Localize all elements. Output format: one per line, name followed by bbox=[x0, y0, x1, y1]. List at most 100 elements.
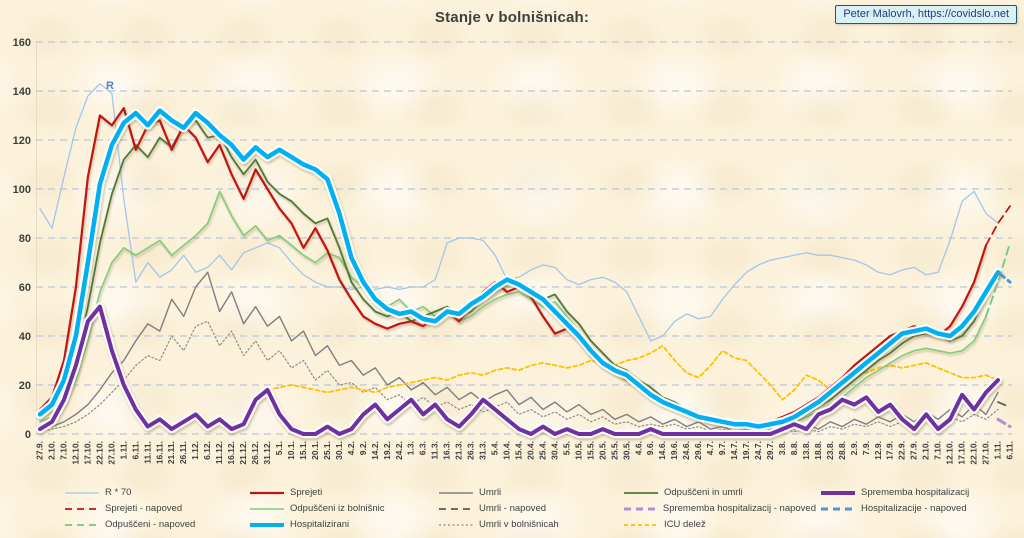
series-umrli-v-bolni-nicah bbox=[39, 320, 999, 433]
legend-item-hospitalizirani: Hospitalizirani bbox=[249, 518, 434, 531]
x-tick-label: 17.10. bbox=[957, 441, 967, 465]
legend-label: Sprememba hospitalizacij bbox=[861, 487, 970, 498]
x-tick-label: 18.8. bbox=[813, 441, 823, 460]
y-tick-label: 40 bbox=[19, 331, 31, 343]
series-sprememba-hospitalizacij-napoved bbox=[996, 417, 1012, 429]
x-tick-label: 22.10. bbox=[969, 441, 979, 465]
legend-label: Odpuščeni in umrli bbox=[664, 487, 743, 498]
legend-marker bbox=[439, 491, 473, 494]
legend-item-umrli-v-bolni-nicah: Umrli v bolnišnicah bbox=[438, 518, 619, 531]
legend-label: ICU delež bbox=[664, 519, 706, 530]
x-tick-label: 11.11. bbox=[142, 441, 152, 464]
x-tick-label: 4.6. bbox=[633, 441, 643, 455]
x-tick-label: 19.6. bbox=[669, 441, 679, 460]
x-tick-label: 10.5. bbox=[573, 441, 583, 460]
grid-lines bbox=[36, 41, 1012, 435]
legend-label: Hospitalizacije - napoved bbox=[861, 503, 967, 514]
r-line-annotation: R bbox=[106, 80, 114, 92]
x-tick-label: 17.10. bbox=[82, 441, 92, 465]
legend-marker bbox=[65, 523, 99, 526]
series-hospitalizacije-napoved bbox=[996, 270, 1012, 284]
x-tick-label: 21.3. bbox=[454, 441, 464, 460]
legend-marker bbox=[65, 507, 99, 510]
x-tick-label: 7.10. bbox=[933, 441, 943, 460]
x-tick-label: 8.8. bbox=[789, 441, 799, 455]
x-tick-label: 11.12. bbox=[214, 441, 224, 464]
legend-item-umrli: Umrli bbox=[438, 486, 619, 499]
y-tick-label: 160 bbox=[13, 37, 31, 49]
legend-item-sprememba-hospitalizacij: Sprememba hospitalizacij bbox=[820, 486, 1016, 499]
legend-label: Umrli - napoved bbox=[479, 503, 547, 514]
x-tick-label: 6.11. bbox=[1005, 441, 1015, 459]
x-tick-label: 17.9. bbox=[885, 441, 895, 460]
x-tick-label: 26.12. bbox=[250, 441, 260, 465]
legend-label: Sprememba hospitalizacij - napoved bbox=[662, 503, 816, 514]
legend-marker bbox=[821, 507, 855, 510]
legend-label: Odpuščeni iz bolnišnic bbox=[290, 503, 385, 514]
series-icu-dele bbox=[266, 344, 999, 401]
x-tick-label: 6.12. bbox=[202, 441, 212, 460]
x-tick-label: 14.6. bbox=[657, 441, 667, 460]
legend-label: Sprejeti - napoved bbox=[105, 503, 183, 514]
x-tick-label: 19.2. bbox=[382, 441, 392, 460]
legend-label: Sprejeti bbox=[290, 487, 323, 498]
x-tick-label: 2.9. bbox=[849, 441, 859, 455]
x-tick-label: 4.2. bbox=[346, 441, 356, 455]
legend-marker bbox=[439, 507, 473, 510]
x-tick-label: 3.8. bbox=[777, 441, 787, 455]
x-tick-label: 25.4. bbox=[537, 441, 547, 460]
legend-label: Umrli v bolnišnicah bbox=[479, 519, 559, 530]
series-odpu-eni-napoved bbox=[985, 242, 1011, 318]
x-tick-label: 4.7. bbox=[705, 441, 715, 455]
legend-item-umrli-napoved: Umrli - napoved bbox=[438, 502, 619, 515]
x-tick-label: 25.1. bbox=[322, 441, 332, 460]
x-tick-label: 31.3. bbox=[478, 441, 488, 460]
y-tick-label: 120 bbox=[13, 135, 31, 147]
legend-marker bbox=[624, 491, 658, 494]
x-tick-label: 9.6. bbox=[645, 441, 655, 455]
x-tick-label: 25.5. bbox=[609, 441, 619, 460]
x-tick-label: 20.1. bbox=[310, 441, 320, 460]
x-tick-label: 24.2. bbox=[394, 441, 404, 460]
x-tick-label: 6.11. bbox=[130, 441, 140, 459]
legend-label: Odpuščeni - napoved bbox=[105, 519, 196, 530]
x-tick-label: 26.3. bbox=[466, 441, 476, 460]
x-tick-label: 12.10. bbox=[945, 441, 955, 465]
x-tick-label: 15.1. bbox=[298, 441, 308, 460]
x-tick-label: 16.11. bbox=[154, 441, 164, 464]
y-tick-label: 20 bbox=[19, 380, 31, 392]
attribution-badge: Peter Malovrh, https://covidslo.net bbox=[835, 5, 1017, 24]
legend-marker bbox=[821, 490, 855, 495]
x-tick-label: 29.7. bbox=[765, 441, 775, 460]
legend-label: R * 70 bbox=[105, 487, 132, 498]
x-tick-label: 27.10. bbox=[106, 441, 116, 465]
legend-marker bbox=[250, 491, 284, 494]
x-tick-label: 27.10. bbox=[981, 441, 991, 465]
x-tick-label: 30.5. bbox=[621, 441, 631, 460]
x-tick-label: 10.1. bbox=[286, 441, 296, 460]
x-tick-label: 22.9. bbox=[897, 441, 907, 460]
legend-marker bbox=[624, 523, 658, 526]
legend-item-odpu-eni-napoved: Odpuščeni - napoved bbox=[64, 518, 245, 531]
series-sprejeti-napoved bbox=[985, 205, 1011, 247]
x-tick-label: 5.4. bbox=[490, 441, 500, 455]
x-tick-label: 15.4. bbox=[514, 441, 524, 460]
x-tick-label: 1.11. bbox=[118, 441, 128, 459]
y-tick-label: 60 bbox=[19, 282, 31, 294]
x-tick-label: 6.3. bbox=[418, 441, 428, 455]
y-tick-label: 80 bbox=[19, 233, 31, 245]
x-tick-label: 21.11. bbox=[166, 441, 176, 464]
x-tick-label: 10.4. bbox=[502, 441, 512, 460]
series-umrli-napoved bbox=[997, 401, 1011, 408]
x-tick-label: 29.6. bbox=[693, 441, 703, 460]
x-tick-label: 11.3. bbox=[430, 441, 440, 459]
series-umrli bbox=[39, 271, 999, 433]
x-tick-label: 12.9. bbox=[873, 441, 883, 460]
legend-marker bbox=[624, 507, 658, 510]
legend-item-sprejeti: Sprejeti bbox=[249, 486, 434, 499]
y-tick-label: 140 bbox=[13, 86, 31, 98]
x-tick-label: 1.11. bbox=[993, 441, 1003, 459]
series-hospitalizirani bbox=[35, 106, 1003, 432]
